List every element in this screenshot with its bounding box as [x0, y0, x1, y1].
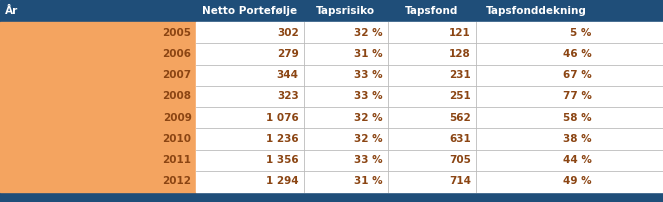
Text: Netto Portefølje: Netto Portefølje	[202, 6, 297, 16]
Text: 67 %: 67 %	[563, 70, 591, 80]
Text: 32 %: 32 %	[354, 113, 383, 123]
Text: År: År	[5, 6, 19, 16]
Text: 562: 562	[450, 113, 471, 123]
Text: 31 %: 31 %	[354, 49, 383, 59]
Text: 2006: 2006	[162, 49, 192, 59]
Text: 2012: 2012	[162, 176, 192, 186]
Text: 302: 302	[277, 28, 298, 38]
Text: 1 356: 1 356	[266, 155, 298, 165]
Text: 33 %: 33 %	[354, 155, 383, 165]
Text: 58 %: 58 %	[563, 113, 591, 123]
Text: 2010: 2010	[162, 134, 192, 144]
Text: 1 076: 1 076	[266, 113, 298, 123]
Text: 2007: 2007	[162, 70, 192, 80]
Text: 44 %: 44 %	[563, 155, 591, 165]
Text: 121: 121	[450, 28, 471, 38]
Text: 31 %: 31 %	[354, 176, 383, 186]
Bar	[0, 22, 196, 192]
Text: 33 %: 33 %	[354, 91, 383, 101]
Text: 705: 705	[449, 155, 471, 165]
Text: 2008: 2008	[162, 91, 192, 101]
Text: 46 %: 46 %	[563, 49, 591, 59]
Text: 1 294: 1 294	[266, 176, 298, 186]
Text: 344: 344	[276, 70, 298, 80]
Text: Tapsrisiko: Tapsrisiko	[316, 6, 375, 16]
Text: 77 %: 77 %	[563, 91, 591, 101]
Bar	[196, 22, 663, 192]
Text: Tapsfonddekning: Tapsfonddekning	[486, 6, 587, 16]
Text: Tapsfond: Tapsfond	[405, 6, 459, 16]
Bar	[0, 0, 663, 22]
Text: 279: 279	[277, 49, 298, 59]
Text: 128: 128	[450, 49, 471, 59]
Text: 2009: 2009	[162, 113, 192, 123]
Text: 38 %: 38 %	[563, 134, 591, 144]
Text: 2005: 2005	[162, 28, 192, 38]
Text: 323: 323	[277, 91, 298, 101]
Text: 714: 714	[449, 176, 471, 186]
Text: 251: 251	[450, 91, 471, 101]
Text: 1 236: 1 236	[266, 134, 298, 144]
Text: 49 %: 49 %	[563, 176, 591, 186]
Text: 32 %: 32 %	[354, 134, 383, 144]
Bar	[0, 192, 663, 202]
Text: 631: 631	[450, 134, 471, 144]
Text: 5 %: 5 %	[570, 28, 591, 38]
Text: 2011: 2011	[162, 155, 192, 165]
Text: 231: 231	[450, 70, 471, 80]
Text: 32 %: 32 %	[354, 28, 383, 38]
Text: 33 %: 33 %	[354, 70, 383, 80]
